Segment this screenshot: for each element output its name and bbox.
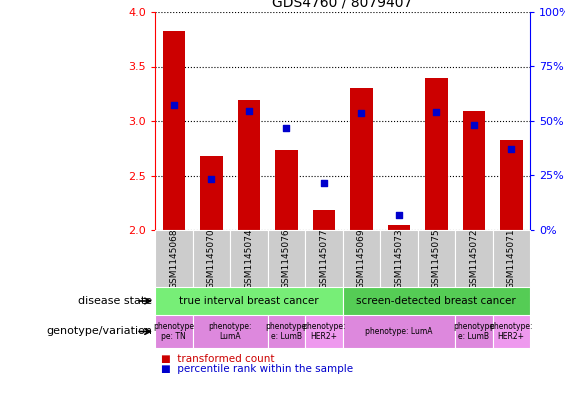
Bar [342, 230, 380, 287]
Bar [237, 100, 260, 230]
Point [357, 110, 366, 116]
Bar [267, 315, 305, 348]
Point [244, 108, 253, 114]
Point [282, 125, 291, 131]
Text: GSM1145075: GSM1145075 [432, 228, 441, 289]
Text: true interval breast cancer: true interval breast cancer [179, 296, 319, 306]
Text: genotype/variation: genotype/variation [46, 327, 152, 336]
Bar [388, 224, 410, 230]
Text: ■  percentile rank within the sample: ■ percentile rank within the sample [160, 364, 353, 373]
Bar [500, 140, 523, 230]
Bar [418, 230, 455, 287]
Text: GSM1145070: GSM1145070 [207, 228, 216, 289]
Bar [425, 79, 447, 230]
Point [507, 146, 516, 152]
Bar [305, 315, 342, 348]
Title: GDS4760 / 8079407: GDS4760 / 8079407 [272, 0, 412, 9]
Point [207, 176, 216, 182]
Bar [342, 315, 455, 348]
Bar [155, 287, 342, 315]
Bar [312, 210, 335, 230]
Text: screen-detected breast cancer: screen-detected breast cancer [357, 296, 516, 306]
Text: GSM1145074: GSM1145074 [244, 228, 253, 289]
Bar [493, 230, 530, 287]
Text: GSM1145071: GSM1145071 [507, 228, 516, 289]
Bar [305, 230, 342, 287]
Point [319, 180, 328, 186]
Text: GSM1145072: GSM1145072 [470, 228, 478, 289]
Text: phenotype:
HER2+: phenotype: HER2+ [302, 322, 346, 341]
Bar [163, 31, 185, 230]
Bar [342, 287, 530, 315]
Point [469, 122, 478, 129]
Point [170, 101, 179, 108]
Bar [230, 230, 267, 287]
Text: phenotype:
LumA: phenotype: LumA [208, 322, 252, 341]
Text: phenotype: LumA: phenotype: LumA [365, 327, 432, 336]
Point [432, 109, 441, 116]
Bar [463, 111, 485, 230]
Bar [193, 230, 230, 287]
Point [394, 211, 403, 218]
Text: ■  transformed count: ■ transformed count [160, 354, 274, 364]
Bar [350, 88, 372, 230]
Text: GSM1145068: GSM1145068 [170, 228, 178, 289]
Bar [193, 315, 267, 348]
Text: disease state: disease state [78, 296, 152, 306]
Bar [155, 315, 193, 348]
Bar [380, 230, 418, 287]
Text: GSM1145076: GSM1145076 [282, 228, 291, 289]
Bar [275, 151, 298, 230]
Bar [200, 156, 223, 230]
Bar [493, 315, 530, 348]
Bar [267, 230, 305, 287]
Text: GSM1145077: GSM1145077 [319, 228, 328, 289]
Text: phenotype:
HER2+: phenotype: HER2+ [489, 322, 533, 341]
Text: GSM1145069: GSM1145069 [357, 228, 366, 289]
Text: phenotype
e: LumB: phenotype e: LumB [453, 322, 494, 341]
Text: phenotype
e: LumB: phenotype e: LumB [266, 322, 307, 341]
Bar [455, 315, 493, 348]
Text: GSM1145073: GSM1145073 [394, 228, 403, 289]
Text: phenotype
pe: TN: phenotype pe: TN [153, 322, 194, 341]
Bar [155, 230, 193, 287]
Bar [455, 230, 493, 287]
